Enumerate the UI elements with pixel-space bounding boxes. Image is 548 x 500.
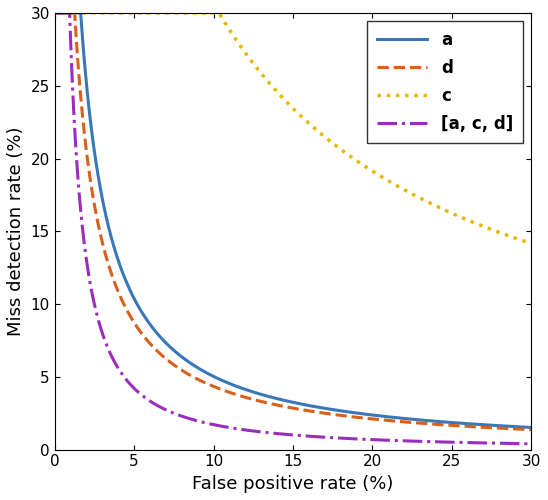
Line: a: a <box>55 13 532 428</box>
[a, c, d] <box>283 432 290 438</box>
[a, c, d] <box>514 440 521 446</box>
d <box>427 421 433 427</box>
c <box>528 240 535 246</box>
Line: d: d <box>55 13 532 430</box>
a <box>514 424 521 430</box>
c <box>271 86 277 91</box>
[a, c, d] <box>528 441 535 447</box>
a <box>271 395 277 401</box>
a <box>283 398 290 404</box>
a <box>514 424 521 430</box>
d <box>283 404 290 410</box>
X-axis label: False positive rate (%): False positive rate (%) <box>192 475 394 493</box>
c <box>52 10 58 16</box>
c <box>514 236 521 242</box>
c <box>427 200 433 206</box>
a <box>528 424 535 430</box>
a <box>427 418 433 424</box>
[a, c, d] <box>52 10 58 16</box>
[a, c, d] <box>427 438 433 444</box>
d <box>52 10 58 16</box>
Y-axis label: Miss detection rate (%): Miss detection rate (%) <box>7 126 25 336</box>
Line: [a, c, d]: [a, c, d] <box>55 13 532 444</box>
c <box>76 10 83 16</box>
[a, c, d] <box>76 191 83 197</box>
d <box>76 76 83 82</box>
a <box>76 10 83 16</box>
c <box>514 236 521 242</box>
Line: c: c <box>55 13 532 243</box>
Legend: a, d, c, [a, c, d]: a, d, c, [a, c, d] <box>368 22 523 144</box>
d <box>514 426 521 432</box>
[a, c, d] <box>271 430 277 436</box>
d <box>514 426 521 432</box>
c <box>283 99 290 105</box>
a <box>52 10 58 16</box>
d <box>271 402 277 407</box>
[a, c, d] <box>514 440 521 446</box>
d <box>528 426 535 432</box>
